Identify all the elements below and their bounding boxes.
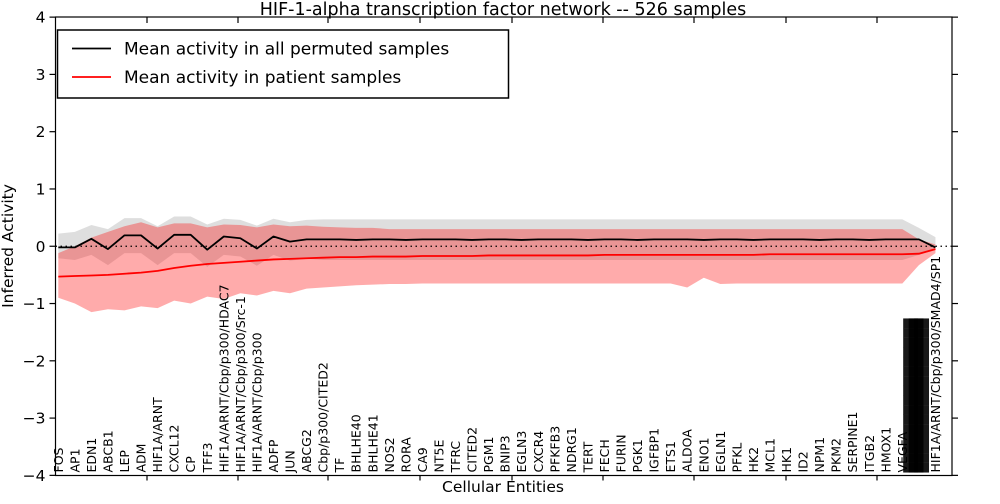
x-tick-label: ADM xyxy=(134,444,149,473)
x-tick-label: ADFP xyxy=(266,439,281,472)
y-axis-label: Inferred Activity xyxy=(0,184,17,308)
x-tick-label: RORA xyxy=(398,437,413,473)
x-tick-label: HIF1A/ARNT/Cbp/p300/HDAC7 xyxy=(216,284,231,472)
x-tick-label: NOS2 xyxy=(382,437,397,472)
x-tick-label: AP1 xyxy=(67,448,82,472)
x-tick-label: TFRC xyxy=(448,441,463,474)
legend-label-patient: Mean activity in patient samples xyxy=(124,68,401,88)
x-axis-label: Cellular Entities xyxy=(442,478,564,496)
x-tick-label: BHLHE40 xyxy=(349,414,364,472)
axes-decoration: 4 3 2 1 0 −1 −2 −3 −4 xyxy=(23,9,958,485)
x-tick-label: ALDOA xyxy=(680,429,695,473)
x-tick-label: HK1 xyxy=(779,447,794,473)
y-tick-label: −1 xyxy=(23,295,46,313)
x-tick-label: ABCB1 xyxy=(100,430,115,472)
patient-band xyxy=(58,222,936,313)
x-tick-label: TERT xyxy=(580,441,595,473)
x-tick-label: PKM2 xyxy=(829,438,844,472)
x-tick-label: HIF1A/ARNT/Cbp/p300 xyxy=(249,332,264,472)
x-tick-label: TF xyxy=(332,458,347,474)
x-tick-label: FURIN xyxy=(614,434,629,472)
x-tick-label: SERPINE1 xyxy=(845,412,860,473)
x-tick-label: TFF3 xyxy=(200,443,215,474)
x-tick-label: JUN xyxy=(283,450,298,473)
x-tick-label-end-cluster: HIF1A/ARNT/Cbp/p300/SMAD4/SP1 xyxy=(928,256,943,473)
patient-mean-line xyxy=(58,248,936,278)
x-tick-label: BHLHE41 xyxy=(365,414,380,472)
legend-label-permuted: Mean activity in all permuted samples xyxy=(124,40,449,60)
y-tick-label: 2 xyxy=(36,123,46,141)
x-tick-label: HK2 xyxy=(746,447,761,473)
x-tick-label: MCL1 xyxy=(762,438,777,472)
x-tick-label: FOS xyxy=(51,447,66,472)
x-tick-label: VEGFA xyxy=(895,431,910,472)
x-tick-label: ABCG2 xyxy=(299,429,314,472)
y-tick-label: 1 xyxy=(36,180,46,198)
x-tick-labels: FOS AP1 EDN1 ABCB1 LEP ADM HIF1A/ARNT CXCL12 CP T… xyxy=(51,256,943,474)
legend-box xyxy=(56,29,510,99)
confidence-bands xyxy=(58,216,936,313)
y-tick-label: −4 xyxy=(23,467,46,485)
x-tick-label: CXCR4 xyxy=(531,431,546,473)
x-tick-label: IGFBP1 xyxy=(647,428,662,473)
chart-title: HIF-1-alpha transcription factor network… xyxy=(260,0,746,20)
x-tick-label: CA9 xyxy=(415,447,430,472)
x-tick-label: CXCL12 xyxy=(167,425,182,473)
x-tick-label: ITGB2 xyxy=(862,435,877,473)
mean-lines xyxy=(55,233,952,278)
y-tick-label: 4 xyxy=(36,9,46,27)
x-tick-label: EDN1 xyxy=(84,438,99,473)
y-tick-label: 0 xyxy=(36,238,46,256)
x-tick-label: HIF1A/ARNT/Cbp/p300/Src-1 xyxy=(233,296,248,472)
x-tick-label: PGM1 xyxy=(481,437,496,473)
x-tick-label: EGLN3 xyxy=(514,431,529,473)
permuted-mean-line xyxy=(58,233,936,251)
x-tick-label: FECH xyxy=(597,439,612,472)
y-tick-label: −3 xyxy=(23,410,46,428)
end-cluster-smudge: ████████████████ xyxy=(903,318,919,473)
x-tick-label: CITED2 xyxy=(465,427,480,473)
x-tick-label: Cbp/p300/CITED2 xyxy=(316,362,331,472)
y-tick-label: −2 xyxy=(23,352,46,370)
y-tick-label: 3 xyxy=(36,66,46,84)
x-tick-label: ID2 xyxy=(796,451,811,472)
legend: Mean activity in all permuted samples Me… xyxy=(56,29,510,99)
x-tick-label: CP xyxy=(183,456,198,473)
x-tick-label: NDRG1 xyxy=(564,427,579,472)
x-tick-label: BNIP3 xyxy=(498,435,513,472)
end-cluster-smudge: ████████████████ xyxy=(909,318,925,473)
x-tick-label: ETS1 xyxy=(663,441,678,472)
end-cluster-smudge: ████████████████ xyxy=(914,318,930,473)
x-tick-label: PFKFB3 xyxy=(547,426,562,473)
x-tick-label: HMOX1 xyxy=(878,427,893,473)
x-tick-label: LEP xyxy=(117,450,132,473)
x-tick-label: NT5E xyxy=(431,440,446,473)
x-tick-label: EGLN1 xyxy=(713,431,728,473)
x-tick-label: HIF1A/ARNT xyxy=(150,397,165,473)
x-tick-label: NPM1 xyxy=(812,437,827,473)
x-tick-label: PFKL xyxy=(729,443,744,473)
x-tick-label: PGK1 xyxy=(630,439,645,472)
x-tick-label: ENO1 xyxy=(696,437,711,472)
